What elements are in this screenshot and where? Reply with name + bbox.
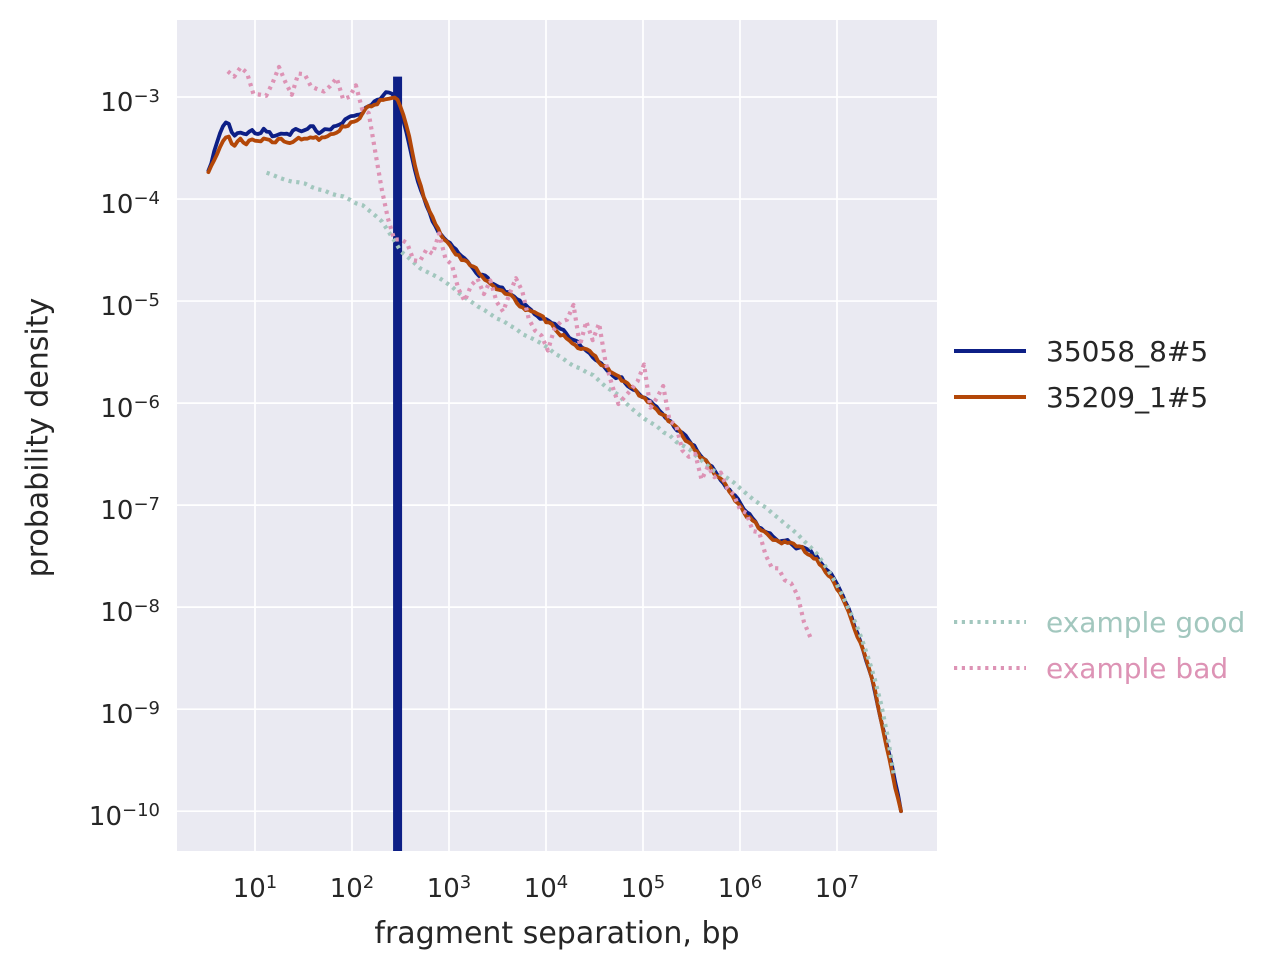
legend-item-example-good: example good — [952, 599, 1245, 645]
legend-samples: 35058_8#5 35209_1#5 — [952, 328, 1208, 420]
legend-examples: example good example bad — [952, 599, 1245, 691]
x-tick-label-10e2: 102 — [329, 872, 375, 904]
y-tick-label-10e−10: 10−10 — [88, 800, 160, 833]
y-tick-label-10e−8: 10−8 — [100, 596, 160, 629]
legend-label: 35058_8#5 — [1046, 334, 1209, 368]
x-tick-label-10e7: 107 — [814, 872, 860, 904]
legend-label: 35209_1#5 — [1046, 380, 1209, 414]
x-axis-label: fragment separation, bp — [374, 916, 740, 951]
gridlines — [177, 20, 937, 851]
series-group — [206, 64, 903, 851]
series-line-example-bad — [226, 64, 813, 639]
x-tick-label-10e5: 105 — [620, 872, 666, 904]
legend-item-example-bad: example bad — [952, 645, 1245, 691]
legend-line-swatch — [954, 395, 1026, 399]
y-tick-label-10e−3: 10−3 — [100, 86, 160, 119]
plot-area — [177, 20, 937, 851]
y-tick-label-10e−5: 10−5 — [100, 290, 160, 323]
x-tick-label-10e4: 104 — [523, 872, 569, 904]
y-tick-label-10e−7: 10−7 — [100, 494, 160, 527]
legend-label: example bad — [1046, 651, 1229, 685]
series-line-example-good — [265, 170, 897, 777]
legend-item-35058_8x5: 35058_8#5 — [952, 328, 1208, 374]
legend-dotted-swatch — [954, 666, 1026, 670]
y-tick-label-10e−6: 10−6 — [100, 392, 160, 425]
x-tick-label-10e3: 103 — [426, 872, 472, 904]
legend-line-swatch — [954, 349, 1026, 353]
y-tick-label-10e−9: 10−9 — [100, 698, 160, 731]
legend-dotted-swatch — [954, 620, 1026, 624]
x-tick-label-10e6: 106 — [717, 872, 763, 904]
legend-label: example good — [1046, 605, 1246, 639]
x-tick-label-10e1: 101 — [232, 872, 278, 904]
y-tick-label-10e−4: 10−4 — [100, 188, 160, 221]
legend-item-35209_1x5: 35209_1#5 — [952, 374, 1208, 420]
